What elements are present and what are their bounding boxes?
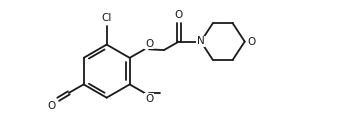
Text: O: O bbox=[248, 37, 256, 47]
Text: O: O bbox=[48, 101, 56, 111]
Text: O: O bbox=[175, 10, 183, 20]
Text: O: O bbox=[145, 39, 153, 49]
Text: Cl: Cl bbox=[101, 13, 112, 23]
Text: O: O bbox=[145, 94, 153, 104]
Text: N: N bbox=[197, 36, 205, 46]
